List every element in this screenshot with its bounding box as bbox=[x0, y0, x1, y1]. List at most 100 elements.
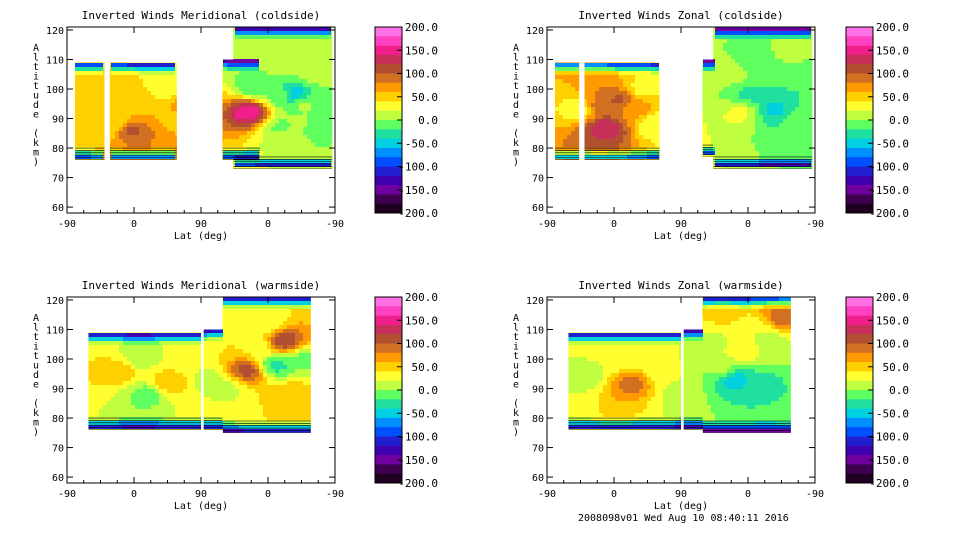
x-axis-label: Lat (deg) bbox=[174, 501, 228, 512]
colorbar-swatch bbox=[375, 110, 402, 121]
colorbar-swatch bbox=[846, 82, 873, 93]
colorbar-swatch bbox=[375, 185, 402, 195]
colorbar-tick-label: -50.0 bbox=[405, 407, 438, 420]
y-tick-label: 80 bbox=[52, 144, 64, 155]
colorbar-tick-label: 0.0 bbox=[418, 114, 438, 127]
colorbar-tick-label: 200.0 bbox=[405, 21, 438, 34]
footer-timestamp: 2008098v01 Wed Aug 10 08:40:11 2016 bbox=[578, 513, 789, 524]
panel-2: Inverted Winds Zonal (coldside) -90 0 90 0 -9… bbox=[513, 9, 909, 242]
colorbar-swatch bbox=[846, 427, 873, 437]
colorbar-swatch bbox=[375, 194, 402, 204]
y-tick-label: 120 bbox=[46, 296, 64, 307]
panel-1: Inverted Winds Meridional (coldside) -90 0… bbox=[33, 9, 438, 242]
colorbar-tick-label: -150.0 bbox=[398, 184, 438, 197]
x-tick-label: 0 bbox=[265, 219, 271, 230]
colorbar-swatch bbox=[846, 54, 873, 65]
x-tick-label: 0 bbox=[745, 219, 751, 230]
contour-field bbox=[88, 297, 311, 433]
colorbar-swatch bbox=[846, 166, 873, 177]
colorbar-swatch bbox=[375, 343, 402, 354]
colorbar-swatch bbox=[846, 120, 873, 130]
y-tick-label: 100 bbox=[46, 85, 64, 96]
y-tick-label: 70 bbox=[52, 444, 64, 455]
colorbar-swatch bbox=[846, 352, 873, 363]
colorbar-swatch bbox=[846, 334, 873, 344]
colorbar-swatch bbox=[375, 417, 402, 428]
colorbar-swatch bbox=[375, 73, 402, 84]
colorbar-tick-label: -200.0 bbox=[398, 207, 438, 220]
x-tick-label: 0 bbox=[611, 489, 617, 500]
y-tick-label: 90 bbox=[532, 115, 544, 126]
colorbar-swatch bbox=[846, 101, 873, 111]
colorbar-tick-label: 100.0 bbox=[405, 68, 438, 81]
colorbar-tick-label: -150.0 bbox=[869, 184, 909, 197]
colorbar-swatch bbox=[375, 82, 402, 93]
colorbar-swatch bbox=[375, 306, 402, 316]
colorbar-swatch bbox=[846, 138, 873, 149]
colorbar: 200.0 150.0 100.0 50.0 0.0 -50.0 -100.0 -150.0 -… bbox=[374, 291, 438, 490]
colorbar-tick-label: 200.0 bbox=[876, 21, 909, 34]
colorbar-swatch bbox=[846, 297, 873, 307]
colorbar-swatch bbox=[375, 464, 402, 474]
colorbar-swatch bbox=[375, 203, 402, 214]
colorbar-swatch bbox=[375, 473, 402, 484]
colorbar-swatch bbox=[375, 138, 402, 149]
colorbar-swatch bbox=[846, 436, 873, 447]
y-tick-label: 110 bbox=[526, 55, 544, 66]
colorbar-tick-label: 100.0 bbox=[876, 68, 909, 81]
y-tick-label: 70 bbox=[532, 444, 544, 455]
colorbar-swatch bbox=[375, 45, 402, 56]
colorbar-swatch bbox=[375, 175, 402, 186]
colorbar-tick-label: 100.0 bbox=[876, 338, 909, 351]
x-axis-label: Lat (deg) bbox=[174, 231, 228, 242]
colorbar-swatch bbox=[846, 343, 873, 354]
colorbar-swatch bbox=[375, 445, 402, 456]
colorbar-swatch bbox=[375, 120, 402, 130]
colorbar-swatch bbox=[375, 362, 402, 372]
x-tick-label: 0 bbox=[745, 489, 751, 500]
colorbar-swatch bbox=[375, 129, 402, 139]
colorbar-tick-label: -200.0 bbox=[869, 477, 909, 490]
colorbar-swatch bbox=[375, 92, 402, 102]
colorbar-tick-label: -150.0 bbox=[398, 454, 438, 467]
y-tick-label: 60 bbox=[52, 203, 64, 214]
x-tick-label: 90 bbox=[675, 219, 687, 230]
x-tick-label: -90 bbox=[806, 489, 824, 500]
colorbar-swatch bbox=[846, 129, 873, 139]
colorbar-swatch bbox=[846, 390, 873, 400]
chart-title: Inverted Winds Zonal (warmside) bbox=[578, 279, 783, 292]
colorbar-swatch bbox=[375, 455, 402, 465]
colorbar-swatch bbox=[375, 408, 402, 419]
contour-field bbox=[568, 297, 791, 433]
x-tick-label: -90 bbox=[538, 219, 556, 230]
y-tick-label: 110 bbox=[46, 325, 64, 336]
colorbar-tick-label: -50.0 bbox=[405, 137, 438, 150]
colorbar-swatch bbox=[846, 473, 873, 484]
colorbar-tick-label: -100.0 bbox=[869, 161, 909, 174]
x-tick-label: 0 bbox=[611, 219, 617, 230]
colorbar-swatch bbox=[846, 455, 873, 465]
colorbar-swatch bbox=[375, 399, 402, 409]
colorbar-swatch bbox=[846, 362, 873, 372]
colorbar-swatch bbox=[375, 166, 402, 177]
colorbar-tick-label: 150.0 bbox=[876, 44, 909, 57]
colorbar-swatch bbox=[846, 380, 873, 391]
y-tick-label: 100 bbox=[526, 85, 544, 96]
colorbar: 200.0 150.0 100.0 50.0 0.0 -50.0 -100.0 -150.0 -… bbox=[845, 21, 910, 220]
colorbar-swatch bbox=[846, 157, 873, 167]
colorbar-swatch bbox=[375, 334, 402, 344]
y-tick-label: 80 bbox=[52, 414, 64, 425]
colorbar-swatch bbox=[375, 297, 402, 307]
colorbar-tick-label: 50.0 bbox=[883, 361, 910, 374]
x-tick-label: 0 bbox=[265, 489, 271, 500]
colorbar-swatch bbox=[375, 315, 402, 326]
y-tick-label: 70 bbox=[52, 174, 64, 185]
x-tick-label: -90 bbox=[58, 219, 76, 230]
x-tick-label: -90 bbox=[538, 489, 556, 500]
colorbar-tick-label: 50.0 bbox=[412, 91, 439, 104]
colorbar-tick-label: 50.0 bbox=[883, 91, 910, 104]
x-tick-label: 0 bbox=[131, 219, 137, 230]
y-tick-label: 90 bbox=[52, 115, 64, 126]
